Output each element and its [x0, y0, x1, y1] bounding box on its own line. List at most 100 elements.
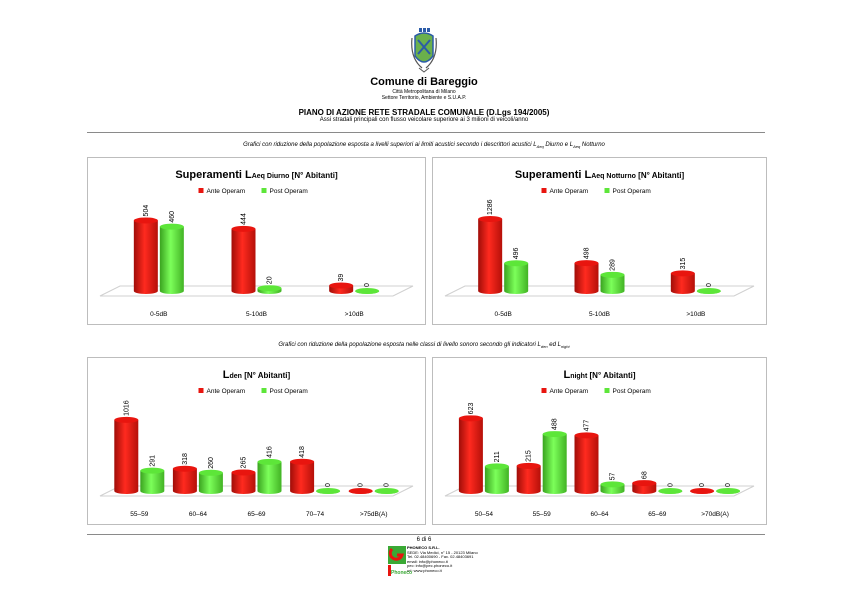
bar-body — [231, 228, 256, 294]
bar-ante — [516, 462, 541, 494]
legend-label: Ante Operam — [550, 188, 589, 195]
bar-post — [504, 260, 529, 294]
bar-body — [290, 461, 315, 494]
bar-body — [159, 226, 184, 294]
bar-ante — [231, 225, 256, 294]
bar-body — [574, 435, 599, 494]
category-label: >70dB(A) — [701, 511, 729, 518]
data-label: 318 — [182, 453, 189, 465]
bar-post — [257, 285, 282, 294]
data-label: 1286 — [487, 199, 494, 215]
bar-top — [516, 462, 541, 469]
category-label: 60–64 — [189, 511, 207, 518]
legend-label: Ante Operam — [550, 388, 589, 395]
data-label: 0 — [358, 483, 365, 487]
data-label: 0 — [725, 483, 732, 487]
data-label: 0 — [699, 483, 706, 487]
department: Settore Territorio, Ambiente e S.U.A.P. — [381, 95, 467, 101]
data-label: 315 — [680, 258, 687, 270]
chart-floor — [444, 285, 755, 297]
legend-swatch-ante — [198, 188, 204, 193]
bar-top — [231, 225, 256, 232]
category-label: 55–59 — [533, 511, 551, 518]
data-label: 504 — [143, 205, 150, 217]
data-label: 1016 — [123, 400, 130, 416]
bar-top — [600, 271, 625, 278]
data-label: 477 — [584, 420, 591, 432]
legend-label: Post Operam — [270, 188, 308, 195]
category-label: 50–54 — [475, 511, 493, 518]
company-contact: PHONECO S.R.L. SEDE: Via Medici, n° 15 -… — [407, 545, 478, 573]
bar-top — [290, 458, 315, 465]
data-label: 291 — [149, 455, 156, 467]
data-label: 0 — [364, 283, 371, 287]
bar-post — [316, 488, 341, 494]
data-label: 416 — [267, 446, 274, 458]
bar-post — [658, 488, 683, 494]
bar-body — [600, 274, 625, 294]
data-label: 39 — [338, 274, 345, 282]
bar-ante — [290, 458, 315, 494]
chart-title: Lden [N° Abitanti] — [223, 369, 291, 381]
bar-ante — [632, 480, 657, 494]
data-label: 0 — [325, 483, 332, 487]
category-label: >10dB — [345, 311, 364, 318]
city-name: Comune di Bareggio — [370, 76, 478, 88]
bar-body — [670, 273, 695, 294]
data-label: 496 — [513, 247, 520, 259]
bar-top — [600, 481, 625, 488]
bar-top — [140, 467, 165, 474]
bar-top — [670, 270, 695, 277]
municipal-crest-logo — [411, 28, 437, 73]
data-label: 260 — [208, 457, 215, 469]
bar-post — [355, 288, 380, 294]
bar-top — [658, 488, 683, 494]
header-divider — [87, 132, 765, 133]
bar-top — [716, 488, 741, 494]
data-label: 488 — [552, 418, 559, 430]
data-label: 265 — [241, 457, 248, 469]
bar-ante — [231, 469, 256, 494]
chart-panel-laeq-notturno: Superamenti LAeq Notturno [N° Abitanti] A… — [432, 157, 767, 325]
bar-top — [696, 288, 721, 294]
bar-ante — [133, 217, 158, 294]
bar-post — [257, 458, 282, 494]
bar-top — [172, 465, 197, 472]
bar-top — [504, 260, 529, 267]
legend-label: Post Operam — [613, 388, 651, 395]
chart-title: Superamenti LAeq Notturno [N° Abitanti] — [515, 169, 685, 181]
legend-swatch-ante — [541, 388, 547, 393]
bar-top — [484, 463, 509, 470]
bar-post — [159, 223, 184, 294]
bar-post — [374, 488, 399, 494]
data-label: 498 — [584, 247, 591, 259]
bar-post — [198, 469, 223, 494]
bar-body — [478, 218, 503, 294]
data-label: 0 — [706, 283, 713, 287]
page-number: 6 di 6 — [416, 537, 432, 543]
bar-ante — [458, 415, 483, 494]
bar-ante — [670, 270, 695, 294]
chart-title: Superamenti LAeq Diurno [N° Abitanti] — [175, 169, 338, 181]
bar-post — [600, 271, 625, 294]
category-label: 5-10dB — [589, 311, 610, 318]
bar-top — [159, 223, 184, 230]
bar-body — [484, 466, 509, 494]
bar-top — [231, 469, 256, 476]
chart-panel-lden: Lden [N° Abitanti] Ante Operam Post Operam… — [87, 357, 426, 525]
plan-title: PIANO DI AZIONE RETE STRADALE COMUNALE (… — [298, 108, 550, 117]
category-label: 5-10dB — [246, 311, 267, 318]
bar-body — [542, 434, 567, 494]
legend-label: Post Operam — [613, 188, 651, 195]
chart-title: Lnight [N° Abitanti] — [563, 369, 635, 381]
bar-top — [478, 215, 503, 222]
legend-swatch-post — [604, 188, 610, 193]
bar-post — [716, 488, 741, 494]
city-region: Città Metropolitana di Milano — [392, 89, 456, 95]
caption-bottom: Grafici con riduzione della popolazione … — [278, 342, 570, 350]
data-label: 460 — [169, 211, 176, 223]
data-label: 0 — [384, 483, 391, 487]
category-label: >75dB(A) — [360, 511, 388, 518]
bar-body — [516, 465, 541, 494]
bar-ante — [114, 416, 139, 494]
